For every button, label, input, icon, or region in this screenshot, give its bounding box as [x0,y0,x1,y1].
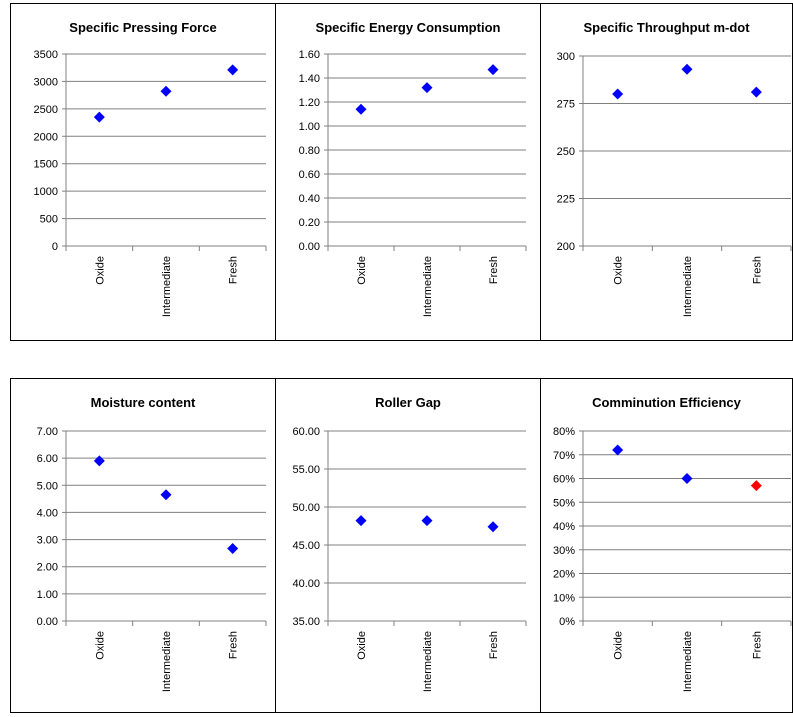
y-tick-label: 1.60 [299,49,320,61]
x-tick-label: Oxide [613,256,625,285]
chart-title: Specific Pressing Force [69,20,216,35]
x-tick-label: Fresh [488,631,500,659]
chart-title: Comminution Efficiency [592,395,742,410]
x-tick-label: Oxide [94,631,106,660]
data-point [487,64,499,76]
chart-svg: Specific Pressing Force 0 500 1000 1500 2000 2… [34,20,267,317]
y-tick-label: 20% [553,569,575,581]
data-point [160,85,172,97]
data-point [612,88,624,100]
y-tick-label: 1.20 [299,97,320,109]
x-tick-label: Fresh [228,631,240,659]
y-tick-label: 80% [553,426,575,438]
chart-panel-specific-throughput: Specific Throughput m-dot 200 225 250 275 300… [540,3,793,341]
y-tick-label: 60% [553,474,575,486]
x-tick-label: Intermediate [161,256,173,317]
y-tick-label: 2000 [34,131,58,143]
data-point [421,515,433,527]
data-point [93,455,105,467]
data-point [227,543,239,555]
y-tick-label: 1500 [34,159,58,171]
y-tick-label: 1.40 [299,73,320,85]
y-tick-label: 45.00 [292,540,320,552]
x-tick-label: Fresh [228,256,240,284]
x-tick-label: Intermediate [161,631,173,692]
data-point [487,521,499,533]
data-point [93,111,105,123]
y-tick-label: 0 [52,241,58,253]
chart-title: Specific Energy Consumption [316,20,501,35]
y-tick-label: 275 [557,99,575,111]
y-tick-label: 0.80 [299,145,320,157]
x-tick-label: Fresh [751,631,763,659]
x-tick-label: Fresh [488,256,500,284]
y-tick-label: 500 [40,214,58,226]
y-tick-label: 3.00 [37,535,58,547]
data-point [160,489,172,501]
chart-svg: Roller Gap 35.00 40.00 45.00 50.00 55.00 60.00… [292,395,527,692]
chart-svg: Specific Throughput m-dot 200 225 250 275 300… [557,20,792,317]
y-tick-label: 55.00 [292,464,320,476]
data-point [750,480,762,492]
y-tick-label: 0% [559,616,575,628]
y-tick-label: 10% [553,592,575,604]
data-point [612,444,624,456]
x-tick-label: Oxide [613,631,625,660]
y-tick-label: 300 [557,51,575,63]
chart-svg: Moisture content 0.00 1.00 2.00 3.00 4.00 5.00… [37,395,267,692]
chart-title: Specific Throughput m-dot [583,20,750,35]
chart-panel-roller-gap: Roller Gap 35.00 40.00 45.00 50.00 55.00 60.00… [275,378,541,713]
y-tick-label: 6.00 [37,453,58,465]
x-tick-label: Oxide [356,631,368,660]
y-tick-label: 225 [557,194,575,206]
data-point [355,515,367,527]
x-tick-label: Fresh [751,256,763,284]
y-tick-label: 2.00 [37,562,58,574]
chart-title: Moisture content [91,395,196,410]
y-tick-label: 4.00 [37,507,58,519]
x-tick-label: Intermediate [682,631,694,692]
chart-svg: Specific Energy Consumption 0.00 0.20 0.40 0… [299,20,527,317]
data-point [681,473,693,484]
x-tick-label: Intermediate [422,256,434,317]
y-tick-label: 1.00 [299,121,320,133]
chart-title: Roller Gap [375,395,441,410]
chart-panel-comminution-efficiency: Comminution Efficiency 0% 10% 20% 30% 40% 50% 6… [540,378,793,713]
y-tick-label: 30% [553,545,575,557]
y-tick-label: 70% [553,450,575,462]
data-point [227,64,239,76]
y-tick-label: 60.00 [292,426,320,438]
chart-panel-moisture-content: Moisture content 0.00 1.00 2.00 3.00 4.00 5.00… [10,378,276,713]
x-tick-label: Intermediate [422,631,434,692]
x-tick-label: Intermediate [682,256,694,317]
y-tick-label: 250 [557,146,575,158]
y-tick-label: 0.20 [299,217,320,229]
y-tick-label: 0.40 [299,193,320,205]
y-tick-label: 50.00 [292,502,320,514]
y-tick-label: 2500 [34,104,58,116]
y-tick-label: 0.60 [299,169,320,181]
chart-panel-specific-energy-consumption: Specific Energy Consumption 0.00 0.20 0.40 0… [275,3,541,341]
y-tick-label: 35.00 [292,616,320,628]
x-tick-label: Oxide [94,256,106,285]
y-tick-label: 40% [553,521,575,533]
data-point [355,103,367,115]
y-tick-label: 200 [557,241,575,253]
y-tick-label: 40.00 [292,578,320,590]
y-tick-label: 3500 [34,49,58,61]
chart-panel-specific-pressing-force: Specific Pressing Force 0 500 1000 1500 2000 2… [10,3,276,341]
y-tick-label: 3000 [34,76,58,88]
data-point [421,82,433,94]
data-point [750,86,762,98]
y-tick-label: 7.00 [37,426,58,438]
y-tick-label: 50% [553,497,575,509]
y-tick-label: 1.00 [37,589,58,601]
data-point [681,63,693,75]
chart-svg: Comminution Efficiency 0% 10% 20% 30% 40% 50% 6… [553,395,792,692]
y-tick-label: 0.00 [299,241,320,253]
y-tick-label: 0.00 [37,616,58,628]
y-tick-label: 1000 [34,186,58,198]
x-tick-label: Oxide [356,256,368,285]
y-tick-label: 5.00 [37,480,58,492]
